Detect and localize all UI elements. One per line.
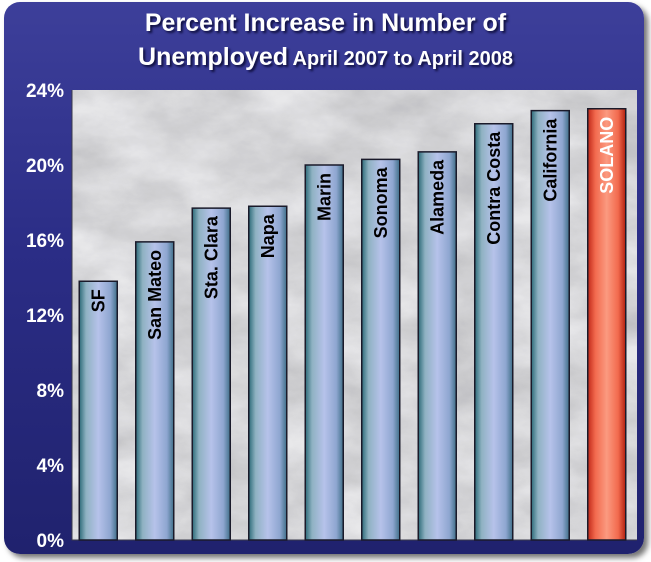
y-axis: 0% 4% 8% 12% 16% 20% 24% bbox=[26, 81, 637, 552]
bar-label: Alameda bbox=[427, 159, 447, 235]
bar-solano bbox=[587, 108, 627, 541]
bar-labels: SF San Mateo Sta. Clara Napa Marin Sonoma Alam… bbox=[88, 117, 617, 340]
bar-label: San Mateo bbox=[145, 250, 165, 340]
y-tick-label: 12% bbox=[26, 306, 64, 327]
bar-contra-costa bbox=[474, 123, 514, 541]
y-tick-label: 24% bbox=[26, 81, 64, 102]
bar-sta-clara bbox=[191, 207, 231, 541]
y-tick-label: 8% bbox=[37, 381, 65, 402]
chart-title-line1: Percent Increase in Number of bbox=[144, 9, 507, 37]
bar-alameda bbox=[417, 151, 457, 541]
bar-label: Sta. Clara bbox=[201, 215, 221, 299]
y-tick-label: 20% bbox=[26, 156, 64, 177]
bar-san-mateo bbox=[135, 241, 175, 541]
chart-title: Percent Increase in Number of Unemployed… bbox=[0, 6, 651, 78]
y-tick-label: 16% bbox=[26, 231, 64, 252]
bar-label: SF bbox=[88, 289, 108, 312]
bar-label: California bbox=[540, 118, 560, 202]
chart-title-line2b: April 2007 to April 2008 bbox=[292, 48, 513, 70]
bar-label: Sonoma bbox=[371, 166, 391, 238]
bar-label: Napa bbox=[258, 213, 278, 258]
bars bbox=[78, 108, 627, 541]
bar-california bbox=[530, 109, 570, 541]
bar-label: SOLANO bbox=[597, 117, 617, 194]
bar-sf bbox=[78, 280, 118, 541]
chart-title-line2a: Unemployed bbox=[138, 43, 289, 71]
bar-sonoma bbox=[361, 158, 401, 541]
bar-label: Contra Costa bbox=[484, 131, 504, 245]
y-tick-label: 0% bbox=[37, 531, 65, 552]
bar-label: Marin bbox=[314, 173, 334, 221]
bar-napa bbox=[248, 205, 288, 541]
bar-marin bbox=[304, 164, 344, 541]
y-tick-label: 4% bbox=[37, 456, 65, 477]
